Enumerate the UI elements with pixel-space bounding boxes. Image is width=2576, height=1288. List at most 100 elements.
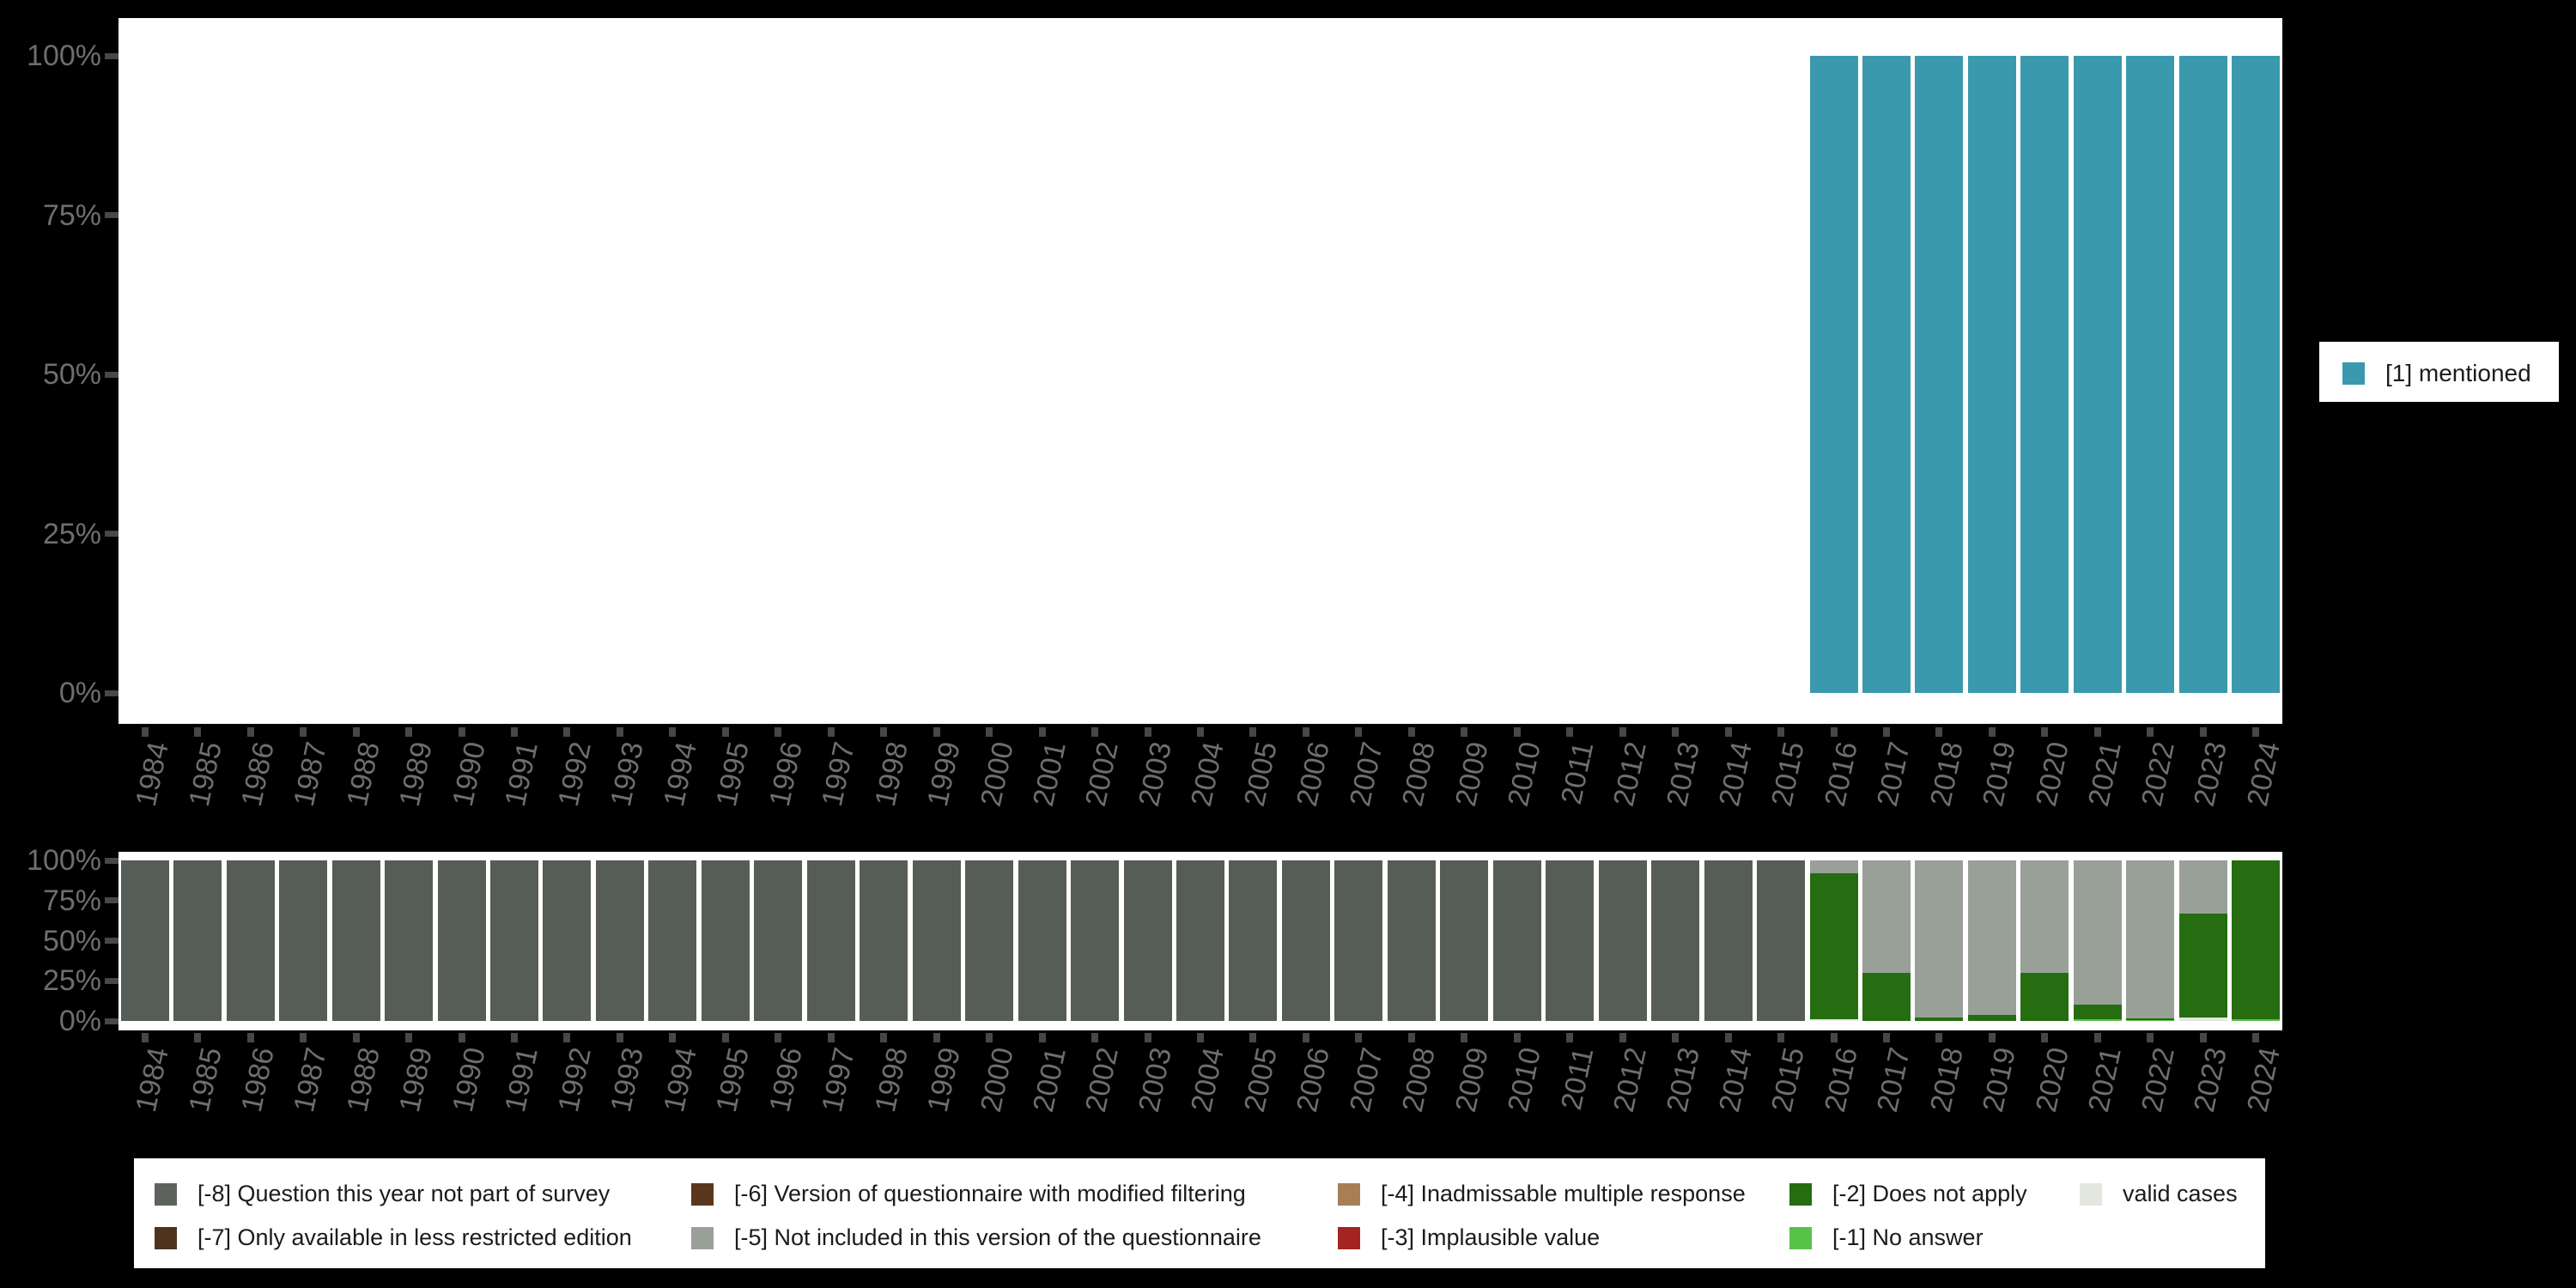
legend-swatch--5-icon	[691, 1226, 714, 1249]
bar-1993---8-Question-this-year-not-part-of-survey	[595, 860, 644, 1021]
top-x-axis-tick	[775, 727, 782, 737]
top-x-axis-year-label: 2021	[2082, 738, 2129, 810]
bottom-x-axis-tick	[2093, 1033, 2101, 1042]
bottom-x-axis-year-label: 1991	[499, 1044, 545, 1115]
bottom-x-axis-tick	[616, 1033, 623, 1042]
bottom-x-axis-year-label: 2019	[1977, 1044, 2023, 1115]
legend-swatch--8-icon	[155, 1182, 177, 1206]
bar-2021---5-Not-included-in-this-version-of-the-questionnaire	[2073, 860, 2122, 1005]
bar-2004---8-Question-this-year-not-part-of-survey	[1176, 860, 1224, 1021]
bottom-x-axis-tick	[563, 1033, 571, 1042]
top-x-axis-tick	[1619, 727, 1626, 737]
top-x-axis-year-label: 2022	[2135, 738, 2181, 810]
bottom-x-axis-year-label: 2010	[1502, 1044, 1547, 1115]
top-y-axis-label: 0%	[58, 677, 101, 709]
bottom-x-axis-year-label: 2022	[2135, 1044, 2181, 1115]
bottom-x-axis-tick	[141, 1033, 149, 1042]
top-x-axis-year-label: 1998	[868, 738, 914, 810]
bar-2022---1-No-answer	[2126, 1020, 2175, 1021]
bottom-y-axis-tick	[105, 857, 118, 864]
bar-2023---5-Not-included-in-this-version-of-the-questionnaire	[2178, 860, 2227, 914]
top-x-axis-year-label: 2004	[1185, 738, 1231, 810]
bottom-x-axis-year-label: 1995	[710, 1044, 756, 1115]
top-x-axis-year-label: 1985	[182, 738, 228, 810]
bottom-x-axis-tick	[1355, 1033, 1363, 1042]
top-x-axis-tick	[1935, 727, 1943, 737]
bottom-x-axis-year-label: 1992	[551, 1044, 598, 1115]
bar-2006---8-Question-this-year-not-part-of-survey	[1281, 860, 1330, 1021]
bottom-x-axis-tick	[1302, 1033, 1309, 1042]
top-x-axis-tick	[405, 727, 413, 737]
top-x-axis-tick	[458, 727, 465, 737]
bottom-x-axis-tick	[2252, 1033, 2260, 1042]
top-x-axis-year-label: 1990	[446, 738, 492, 810]
bottom-x-axis-tick	[827, 1033, 835, 1042]
bar-2005---8-Question-this-year-not-part-of-survey	[1229, 860, 1278, 1021]
top-x-axis-tick	[1672, 727, 1680, 737]
top-x-axis-tick	[1038, 727, 1046, 737]
bar-2022---5-Not-included-in-this-version-of-the-questionnaire	[2126, 860, 2175, 1019]
bottom-x-axis-tick	[1038, 1033, 1046, 1042]
bottom-y-axis-tick	[105, 897, 118, 904]
top-x-axis-year-label: 2007	[1343, 738, 1389, 810]
bottom-x-axis-year-label: 2018	[1923, 1044, 1970, 1115]
mentioned-legend-box: [1] mentioned	[2319, 342, 2559, 402]
bottom-x-axis-year-label: 2009	[1449, 1044, 1495, 1115]
top-x-axis-tick	[827, 727, 835, 737]
legend-label--7: [-7] Only available in less restricted e…	[197, 1224, 632, 1250]
top-x-axis-year-label: 2024	[2240, 738, 2287, 810]
top-y-axis-label: 50%	[42, 358, 101, 391]
legend-item-mentioned: [1] mentioned	[2342, 360, 2531, 387]
top-x-axis-tick	[986, 727, 993, 737]
bottom-x-axis-year-label: 2004	[1185, 1044, 1231, 1115]
bar-1985---8-Question-this-year-not-part-of-survey	[173, 860, 222, 1021]
bottom-y-axis-tick	[105, 938, 118, 944]
bar-2008---8-Question-this-year-not-part-of-survey	[1387, 860, 1436, 1021]
bottom-x-axis-year-label: 1998	[868, 1044, 914, 1115]
top-x-axis-year-label: 2018	[1923, 738, 1970, 810]
top-x-axis-tick	[1513, 727, 1521, 737]
bottom-x-axis-tick	[933, 1033, 940, 1042]
top-x-axis-tick	[1197, 727, 1204, 737]
bottom-x-axis-tick	[880, 1033, 888, 1042]
bar-mentioned-2017	[1862, 56, 1911, 693]
bottom-x-axis-year-label: 1993	[605, 1044, 651, 1115]
bar-2016---5-Not-included-in-this-version-of-the-questionnaire	[1809, 860, 1858, 873]
legend-item--2: [-2] Does not apply	[1789, 1181, 2027, 1207]
bar-2020---5-Not-included-in-this-version-of-the-questionnaire	[2020, 860, 2069, 973]
top-x-axis-year-label: 1991	[499, 738, 545, 810]
top-y-axis-label: 25%	[42, 517, 101, 550]
top-x-axis-year-label: 2009	[1449, 738, 1495, 810]
bottom-x-axis-tick	[1883, 1033, 1891, 1042]
top-x-axis-year-label: 2000	[974, 738, 1020, 810]
bottom-x-axis-year-label: 1988	[340, 1044, 386, 1115]
legend-swatch--6-icon	[691, 1182, 714, 1206]
bar-2003---8-Question-this-year-not-part-of-survey	[1123, 860, 1172, 1021]
top-x-axis-year-label: 2006	[1291, 738, 1337, 810]
bottom-x-axis-tick	[1091, 1033, 1099, 1042]
bar-2012---8-Question-this-year-not-part-of-survey	[1598, 860, 1647, 1021]
top-x-axis-tick	[2093, 727, 2101, 737]
bottom-x-axis-year-label: 2017	[1871, 1044, 1917, 1115]
top-x-axis-year-label: 2016	[1818, 738, 1864, 810]
top-x-axis-year-label: 2023	[2188, 738, 2234, 810]
bottom-x-axis-year-label: 2008	[1396, 1044, 1443, 1115]
bar-2019---5-Not-included-in-this-version-of-the-questionnaire	[1967, 860, 2016, 1015]
top-x-axis-tick	[669, 727, 677, 737]
top-x-axis-year-label: 2002	[1079, 738, 1126, 810]
top-x-axis-tick	[510, 727, 518, 737]
top-x-axis-tick	[2041, 727, 2049, 737]
top-x-axis-year-label: 2003	[1132, 738, 1178, 810]
bottom-x-axis-year-label: 1990	[446, 1044, 492, 1115]
bottom-x-axis-tick	[300, 1033, 307, 1042]
bar-2014---8-Question-this-year-not-part-of-survey	[1704, 860, 1753, 1021]
top-x-axis-year-label: 1989	[393, 738, 440, 810]
bottom-x-axis-tick	[246, 1033, 254, 1042]
top-x-axis-year-label: 2008	[1396, 738, 1443, 810]
bottom-x-axis-tick	[669, 1033, 677, 1042]
bottom-x-axis-tick	[1988, 1033, 1996, 1042]
top-x-axis-year-label: 1986	[234, 738, 281, 810]
bottom-y-axis-label: 50%	[42, 924, 101, 957]
bottom-x-axis-year-label: 1994	[657, 1044, 703, 1115]
bottom-x-axis-year-label: 2023	[2188, 1044, 2234, 1115]
